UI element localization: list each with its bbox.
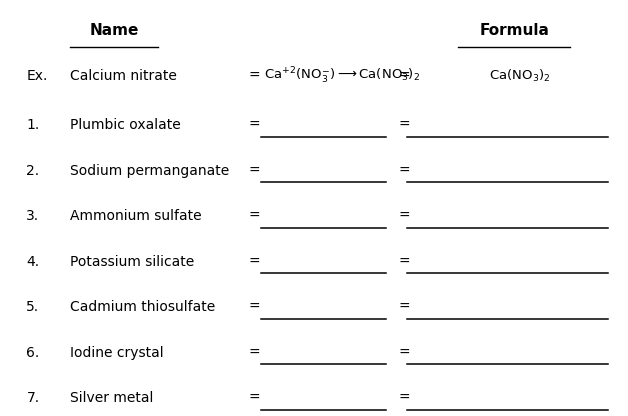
Text: $\rm Ca(NO_3)_2$: $\rm Ca(NO_3)_2$: [489, 68, 551, 84]
Text: 3.: 3.: [26, 209, 40, 223]
Text: Plumbic oxalate: Plumbic oxalate: [70, 119, 181, 132]
Text: Calcium nitrate: Calcium nitrate: [70, 69, 177, 83]
Text: =: =: [398, 391, 410, 405]
Text: Potassium silicate: Potassium silicate: [70, 255, 195, 269]
Text: 4.: 4.: [26, 255, 40, 269]
Text: Ammonium sulfate: Ammonium sulfate: [70, 209, 202, 223]
Text: =: =: [398, 255, 410, 269]
Text: Iodine crystal: Iodine crystal: [70, 346, 164, 359]
Text: =: =: [248, 346, 260, 359]
Text: Formula: Formula: [479, 23, 549, 38]
Text: =: =: [398, 164, 410, 178]
Text: =: =: [248, 119, 260, 132]
Text: Sodium permanganate: Sodium permanganate: [70, 164, 229, 178]
Text: Name: Name: [89, 23, 139, 38]
Text: =: =: [398, 209, 410, 223]
Text: 1.: 1.: [26, 119, 40, 132]
Text: =: =: [248, 300, 260, 314]
Text: =: =: [398, 346, 410, 359]
Text: =: =: [398, 69, 410, 83]
Text: =: =: [398, 119, 410, 132]
Text: Silver metal: Silver metal: [70, 391, 153, 405]
Text: =: =: [248, 69, 260, 83]
Text: $\rm Ca^{+2}(NO_3^{-}) \longrightarrow Ca(NO_3)_2$: $\rm Ca^{+2}(NO_3^{-}) \longrightarrow C…: [264, 66, 420, 86]
Text: =: =: [248, 391, 260, 405]
Text: =: =: [248, 209, 260, 223]
Text: =: =: [398, 300, 410, 314]
Text: 6.: 6.: [26, 346, 40, 359]
Text: Ex.: Ex.: [26, 69, 48, 83]
Text: =: =: [248, 164, 260, 178]
Text: 2.: 2.: [26, 164, 40, 178]
Text: =: =: [248, 255, 260, 269]
Text: Cadmium thiosulfate: Cadmium thiosulfate: [70, 300, 215, 314]
Text: 7.: 7.: [26, 391, 40, 405]
Text: 5.: 5.: [26, 300, 40, 314]
